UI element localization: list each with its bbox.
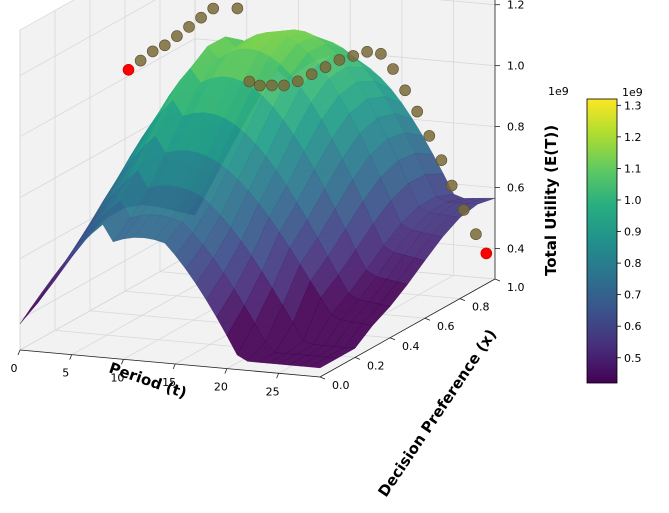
z-tick-label: 0.6: [507, 182, 525, 195]
t-axis-line: [19, 349, 321, 378]
path-marker: [243, 75, 256, 88]
z-tick-label: 0.8: [507, 121, 525, 134]
t-tick-mark: [69, 354, 73, 360]
path-marker: [291, 75, 304, 88]
t-tick-mark: [224, 368, 228, 374]
colorbar-tick-label: 0.5: [624, 352, 642, 365]
z-axis-ticks: 0.4 0.6 0.8 1.0 1.2: [495, 0, 525, 256]
path-marker: [423, 130, 436, 142]
path-marker: [278, 79, 290, 92]
colorbar-tick-label: 0.7: [624, 289, 642, 302]
path-marker: [171, 30, 183, 42]
path-marker: [134, 54, 147, 67]
x-axis-ticks: 0 5 10 15 20 25: [11, 349, 280, 398]
path-marker: [435, 154, 448, 166]
axes-lines: [19, 0, 496, 378]
x-axis-line: [319, 278, 496, 378]
path-marker: [333, 54, 346, 66]
surface-facet: [309, 356, 339, 369]
z-tick-label: 1.2: [507, 0, 525, 12]
path-marker: [387, 63, 399, 75]
path-marker: [470, 228, 482, 240]
t-tick-label: 20: [214, 381, 228, 394]
t-tick-label: 15: [162, 376, 176, 389]
path-marker: [231, 2, 244, 15]
t-tick-label: 25: [266, 385, 280, 398]
x-tick-label: 0.8: [472, 301, 490, 314]
colorbar-tick-label: 0.8: [624, 257, 642, 270]
x-tick-label: 1.0: [507, 281, 525, 294]
colorbar: 1e9 0.5 0.6 0.7 0.8 0.9 1.0 1.1 1.2 1.3: [586, 86, 643, 384]
path-marker: [445, 179, 458, 192]
path-marker: [253, 79, 266, 92]
grid-line-z: [19, 0, 496, 77]
x-tick-mark: [494, 278, 501, 282]
z-axis-label: Total Utility (E(T)): [542, 125, 560, 276]
path-marker: [399, 84, 411, 97]
t-tick-mark: [172, 363, 176, 370]
path-marker: [361, 45, 373, 58]
optimal-path-markers: [122, 2, 493, 260]
path-marker: [195, 11, 207, 24]
path-marker: [266, 79, 278, 92]
y-axis-label: Decision Preference (x): [374, 326, 500, 500]
grid-line-z: [19, 38, 496, 138]
path-endpoint-marker: [480, 247, 493, 260]
colorbar-tick-label: 1.2: [624, 131, 642, 144]
x-tick-label: 0.4: [402, 340, 420, 353]
x-tick-mark: [389, 337, 396, 341]
z-tick-label: 0.4: [507, 243, 525, 256]
x-tick-mark: [424, 317, 431, 321]
colorbar-offset-label: 1e9: [622, 86, 643, 99]
path-marker: [146, 45, 159, 58]
t-tick-label: 0: [11, 362, 18, 375]
x-tick-label: 0.2: [367, 359, 385, 372]
colorbar-gradient: [586, 98, 618, 384]
x-tick-label: 0.6: [437, 320, 455, 333]
path-marker: [207, 2, 219, 15]
path-marker: [411, 105, 424, 118]
path-endpoint-marker: [122, 64, 135, 76]
z-offset-label: 1e9: [548, 85, 569, 98]
t-tick-mark: [121, 359, 124, 365]
colorbar-tick-label: 0.9: [624, 226, 642, 239]
t-tick-mark: [17, 349, 21, 356]
path-marker: [375, 47, 387, 60]
y-axis-ticks: 0.0 0.2 0.4 0.6 0.8 1.0: [319, 278, 525, 392]
x-tick-mark: [319, 376, 326, 380]
x-tick-mark: [354, 357, 361, 360]
x-tick-label: 0.0: [332, 379, 350, 392]
colorbar-tick-label: 1.1: [624, 162, 642, 175]
colorbar-ticks: 0.5 0.6 0.7 0.8 0.9 1.0 1.1 1.2 1.3: [617, 99, 642, 365]
colorbar-tick-label: 0.6: [624, 320, 642, 333]
path-marker: [159, 39, 171, 52]
path-marker: [305, 68, 318, 80]
colorbar-tick-label: 1.3: [624, 99, 642, 112]
t-tick-label: 5: [62, 367, 69, 380]
path-marker: [457, 204, 470, 216]
colorbar-tick-label: 1.0: [624, 194, 642, 207]
path-marker: [183, 21, 195, 33]
path-marker: [319, 61, 332, 73]
x-tick-mark: [459, 298, 466, 301]
path-marker: [347, 50, 360, 62]
z-tick-label: 1.0: [507, 60, 525, 73]
t-tick-mark: [276, 373, 279, 379]
t-tick-label: 10: [110, 371, 124, 384]
